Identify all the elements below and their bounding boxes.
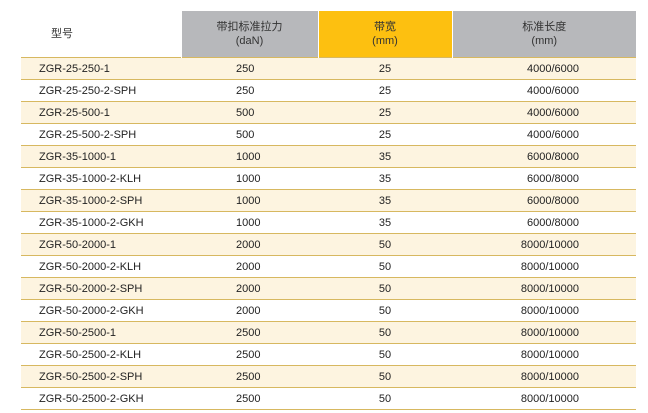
- header-row: 型号 带扣标准拉力 (daN) 带宽 (mm) 标准长度 (mm): [21, 11, 636, 58]
- cell-width: 25: [318, 123, 452, 146]
- table-row: ZGR-25-500-1 500 25 4000/6000: [21, 101, 636, 124]
- cell-width: 50: [318, 277, 452, 300]
- table-row: ZGR-25-250-2-SPH 250 25 4000/6000: [21, 79, 636, 102]
- header-length-unit: (mm): [531, 35, 558, 47]
- cell-length: 8000/10000: [452, 365, 636, 388]
- cell-model: ZGR-35-1000-1: [21, 145, 181, 168]
- cell-length: 8000/10000: [452, 233, 636, 256]
- cell-force: 2000: [181, 255, 318, 278]
- cell-force: 250: [181, 79, 318, 102]
- cell-width: 50: [318, 299, 452, 322]
- table-row: ZGR-50-2000-2-SPH 2000 50 8000/10000: [21, 277, 636, 300]
- cell-force: 500: [181, 101, 318, 124]
- header-force-unit: (daN): [235, 35, 264, 47]
- cell-width: 50: [318, 321, 452, 344]
- table-row: ZGR-50-2000-2-KLH 2000 50 8000/10000: [21, 255, 636, 278]
- cell-length: 8000/10000: [452, 343, 636, 366]
- cell-force: 1000: [181, 167, 318, 190]
- cell-length: 6000/8000: [452, 145, 636, 168]
- header-force: 带扣标准拉力 (daN): [180, 11, 318, 58]
- cell-width: 50: [318, 387, 452, 410]
- header-model-label: 型号: [51, 28, 73, 40]
- cell-length: 4000/6000: [452, 79, 636, 102]
- cell-force: 1000: [181, 211, 318, 234]
- cell-width: 25: [318, 101, 452, 124]
- cell-model: ZGR-50-2000-2-KLH: [21, 255, 181, 278]
- cell-width: 50: [318, 255, 452, 278]
- cell-force: 2500: [181, 343, 318, 366]
- header-length: 标准长度 (mm): [451, 11, 636, 58]
- cell-model: ZGR-25-500-2-SPH: [21, 123, 181, 146]
- cell-force: 1000: [181, 145, 318, 168]
- table-row: ZGR-25-250-1 250 25 4000/6000: [21, 57, 636, 80]
- spec-table: 型号 带扣标准拉力 (daN) 带宽 (mm) 标准长度 (mm) ZGR-25…: [21, 11, 636, 410]
- cell-width: 25: [318, 79, 452, 102]
- cell-model: ZGR-25-250-2-SPH: [21, 79, 181, 102]
- header-length-label: 标准长度: [522, 21, 567, 33]
- cell-length: 6000/8000: [452, 167, 636, 190]
- cell-length: 4000/6000: [452, 57, 636, 80]
- cell-width: 35: [318, 145, 452, 168]
- cell-force: 500: [181, 123, 318, 146]
- cell-force: 2500: [181, 365, 318, 388]
- table-row: ZGR-35-1000-2-GKH 1000 35 6000/8000: [21, 211, 636, 234]
- cell-model: ZGR-50-2500-2-GKH: [21, 387, 181, 410]
- header-width: 带宽 (mm): [317, 11, 452, 58]
- cell-model: ZGR-50-2500-1: [21, 321, 181, 344]
- cell-force: 250: [181, 57, 318, 80]
- cell-force: 2500: [181, 387, 318, 410]
- cell-length: 8000/10000: [452, 321, 636, 344]
- cell-length: 4000/6000: [452, 123, 636, 146]
- cell-force: 1000: [181, 189, 318, 212]
- cell-length: 4000/6000: [452, 101, 636, 124]
- table-header: 型号 带扣标准拉力 (daN) 带宽 (mm) 标准长度 (mm): [21, 11, 636, 58]
- table-row: ZGR-35-1000-1 1000 35 6000/8000: [21, 145, 636, 168]
- header-width-label: 带宽: [374, 21, 396, 33]
- table-body: ZGR-25-250-1 250 25 4000/6000 ZGR-25-250-2-S…: [21, 57, 636, 410]
- cell-length: 8000/10000: [452, 277, 636, 300]
- cell-force: 2000: [181, 299, 318, 322]
- cell-model: ZGR-50-2000-1: [21, 233, 181, 256]
- cell-model: ZGR-35-1000-2-GKH: [21, 211, 181, 234]
- table-row: ZGR-25-500-2-SPH 500 25 4000/6000: [21, 123, 636, 146]
- cell-length: 8000/10000: [452, 299, 636, 322]
- cell-model: ZGR-50-2000-2-GKH: [21, 299, 181, 322]
- header-model: 型号: [21, 11, 181, 58]
- cell-length: 8000/10000: [452, 255, 636, 278]
- cell-length: 6000/8000: [452, 189, 636, 212]
- cell-width: 35: [318, 189, 452, 212]
- table-row: ZGR-50-2500-2-SPH 2500 50 8000/10000: [21, 365, 636, 388]
- cell-length: 6000/8000: [452, 211, 636, 234]
- cell-model: ZGR-25-250-1: [21, 57, 181, 80]
- cell-width: 35: [318, 167, 452, 190]
- table-row: ZGR-50-2500-2-KLH 2500 50 8000/10000: [21, 343, 636, 366]
- cell-model: ZGR-35-1000-2-KLH: [21, 167, 181, 190]
- table-row: ZGR-35-1000-2-KLH 1000 35 6000/8000: [21, 167, 636, 190]
- cell-width: 35: [318, 211, 452, 234]
- table-row: ZGR-50-2000-2-GKH 2000 50 8000/10000: [21, 299, 636, 322]
- header-width-unit: (mm): [372, 35, 398, 47]
- cell-model: ZGR-25-500-1: [21, 101, 181, 124]
- header-force-label: 带扣标准拉力: [216, 21, 283, 33]
- cell-model: ZGR-50-2000-2-SPH: [21, 277, 181, 300]
- table-row: ZGR-50-2500-1 2500 50 8000/10000: [21, 321, 636, 344]
- cell-model: ZGR-50-2500-2-SPH: [21, 365, 181, 388]
- cell-length: 8000/10000: [452, 387, 636, 410]
- cell-width: 50: [318, 233, 452, 256]
- cell-force: 2000: [181, 233, 318, 256]
- cell-model: ZGR-50-2500-2-KLH: [21, 343, 181, 366]
- cell-width: 25: [318, 57, 452, 80]
- cell-force: 2000: [181, 277, 318, 300]
- table-row: ZGR-50-2000-1 2000 50 8000/10000: [21, 233, 636, 256]
- table-row: ZGR-35-1000-2-SPH 1000 35 6000/8000: [21, 189, 636, 212]
- cell-force: 2500: [181, 321, 318, 344]
- cell-width: 50: [318, 343, 452, 366]
- cell-width: 50: [318, 365, 452, 388]
- cell-model: ZGR-35-1000-2-SPH: [21, 189, 181, 212]
- table-row: ZGR-50-2500-2-GKH 2500 50 8000/10000: [21, 387, 636, 410]
